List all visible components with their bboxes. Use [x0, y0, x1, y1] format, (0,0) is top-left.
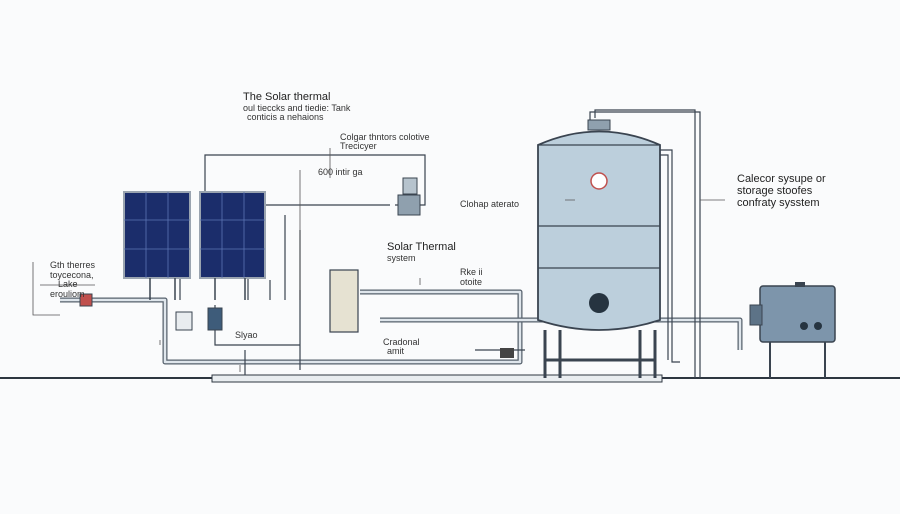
label: otoite [460, 277, 482, 287]
label: Gth therres [50, 260, 96, 270]
solar-panels [123, 191, 266, 300]
label: confraty sysstem [737, 197, 820, 209]
valve [79, 293, 93, 307]
boiler-unit [749, 282, 836, 378]
pipes [60, 109, 743, 378]
pump-motor [402, 177, 418, 195]
label: conticis a nehaions [247, 112, 324, 122]
label: The Solar thermal [243, 91, 330, 103]
leader-lines [32, 148, 725, 372]
label: Slyao [235, 330, 258, 340]
label: Clohap aterato [460, 199, 519, 209]
label: Trecicyer [340, 141, 377, 151]
sensor-box [207, 307, 223, 331]
label: Solar Thermal [387, 241, 456, 253]
label: Colgar thntors colotive [340, 132, 430, 142]
label: toycecona, [50, 270, 94, 280]
base-slab [211, 374, 663, 383]
label: amit [387, 346, 405, 356]
valve [500, 348, 514, 358]
label: Calecor sysupe or [737, 173, 826, 185]
controller [175, 311, 193, 331]
pump [397, 194, 421, 216]
label: storage stoofes [737, 185, 813, 197]
label: oul tieccks and tiedie: Tank [243, 103, 351, 113]
heat-exchanger [329, 269, 359, 333]
label: Rke ii [460, 267, 483, 277]
label: Cradonal [383, 337, 420, 347]
label: system [387, 253, 416, 263]
storage-tank [537, 119, 661, 378]
label: 600 intir ga [318, 167, 363, 177]
label: erouliom [50, 289, 85, 299]
label: Lake [58, 279, 78, 289]
